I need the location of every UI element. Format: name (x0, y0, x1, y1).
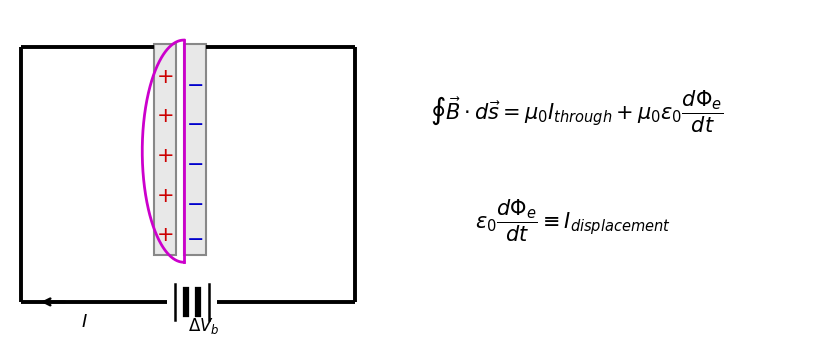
Text: $+$: $+$ (156, 186, 174, 206)
Text: $-$: $-$ (186, 114, 204, 133)
Text: $+$: $+$ (156, 146, 174, 166)
Text: $+$: $+$ (156, 225, 174, 246)
Text: $-$: $-$ (186, 193, 204, 213)
Bar (154, 44, 176, 255)
Bar (184, 44, 206, 255)
Text: $+$: $+$ (156, 106, 174, 127)
Text: $I$: $I$ (81, 313, 88, 331)
Text: $\Delta V_b$: $\Delta V_b$ (188, 316, 219, 336)
Text: $-$: $-$ (186, 74, 204, 94)
Text: $-$: $-$ (186, 228, 204, 249)
Text: $+$: $+$ (156, 67, 174, 87)
Text: $\oint \vec{B} \cdot d\vec{s} =\mu_0 I_{through} + \mu_0\varepsilon_0 \dfrac{d\P: $\oint \vec{B} \cdot d\vec{s} =\mu_0 I_{… (430, 88, 723, 135)
Text: $\varepsilon_0 \dfrac{d\Phi_e}{dt} \equiv I_{displacement}$: $\varepsilon_0 \dfrac{d\Phi_e}{dt} \equi… (475, 197, 671, 243)
Text: $-$: $-$ (186, 153, 204, 173)
